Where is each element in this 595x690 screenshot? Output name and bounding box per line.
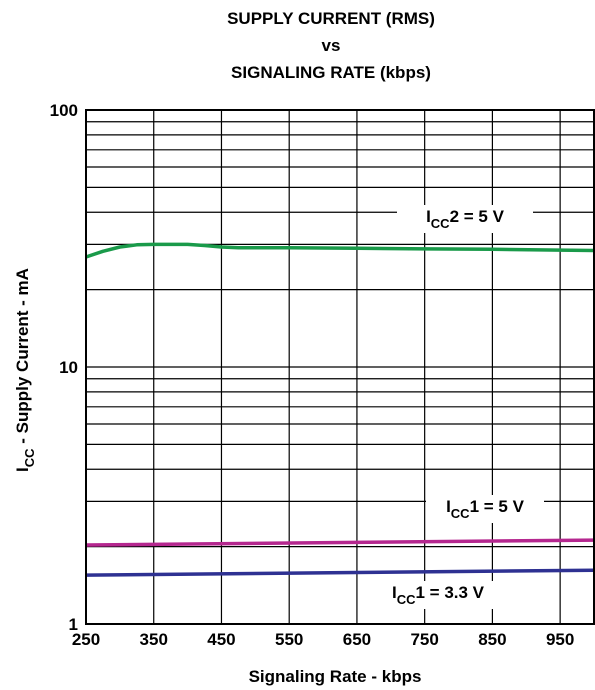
series-label-2: ICC1 = 5 V (446, 497, 525, 521)
x-tick-label: 950 (546, 630, 574, 649)
series-line-3 (85, 568, 595, 577)
x-tick-label: 550 (275, 630, 303, 649)
series-label-1: ICC2 = 5 V (426, 207, 505, 231)
y-tick-labels: 1 10 100 (50, 101, 78, 634)
title-line-1: SUPPLY CURRENT (RMS) (227, 9, 435, 28)
series-label-bg-2 (426, 495, 544, 523)
y-tick-label: 10 (59, 358, 78, 377)
series-lines (85, 242, 595, 577)
x-tick-label: 250 (72, 630, 100, 649)
x-tick-label: 450 (207, 630, 235, 649)
grid (86, 110, 594, 624)
y-tick-label: 100 (50, 101, 78, 120)
series-label-bg-3 (370, 581, 506, 609)
x-tick-label: 750 (410, 630, 438, 649)
y-tick-label: 1 (69, 615, 78, 634)
series-line-1 (85, 242, 595, 259)
plot-frame (85, 109, 595, 625)
series-label-bg-1 (397, 205, 533, 233)
y-axis-label-sub: CC (22, 448, 37, 467)
title-line-2: vs (322, 36, 341, 55)
chart-title: SUPPLY CURRENT (RMS) vs SIGNALING RATE (… (227, 9, 435, 82)
x-tick-labels: 250 350 450 550 650 750 850 950 (72, 630, 575, 649)
x-tick-label: 350 (140, 630, 168, 649)
series-labels: ICC2 = 5 V ICC1 = 5 V ICC1 = 3.3 V (370, 205, 544, 609)
series-label-3: ICC1 = 3.3 V (392, 583, 485, 607)
x-axis-label: Signaling Rate - kbps (249, 667, 422, 686)
series-line-2 (85, 538, 595, 547)
y-axis-label-main: I (13, 467, 32, 472)
x-tick-label: 650 (343, 630, 371, 649)
x-tick-label: 850 (478, 630, 506, 649)
title-line-3: SIGNALING RATE (kbps) (231, 63, 431, 82)
y-axis-label: ICC - Supply Current - mA (13, 268, 37, 472)
y-axis-label-rest: - Supply Current - mA (13, 268, 32, 448)
